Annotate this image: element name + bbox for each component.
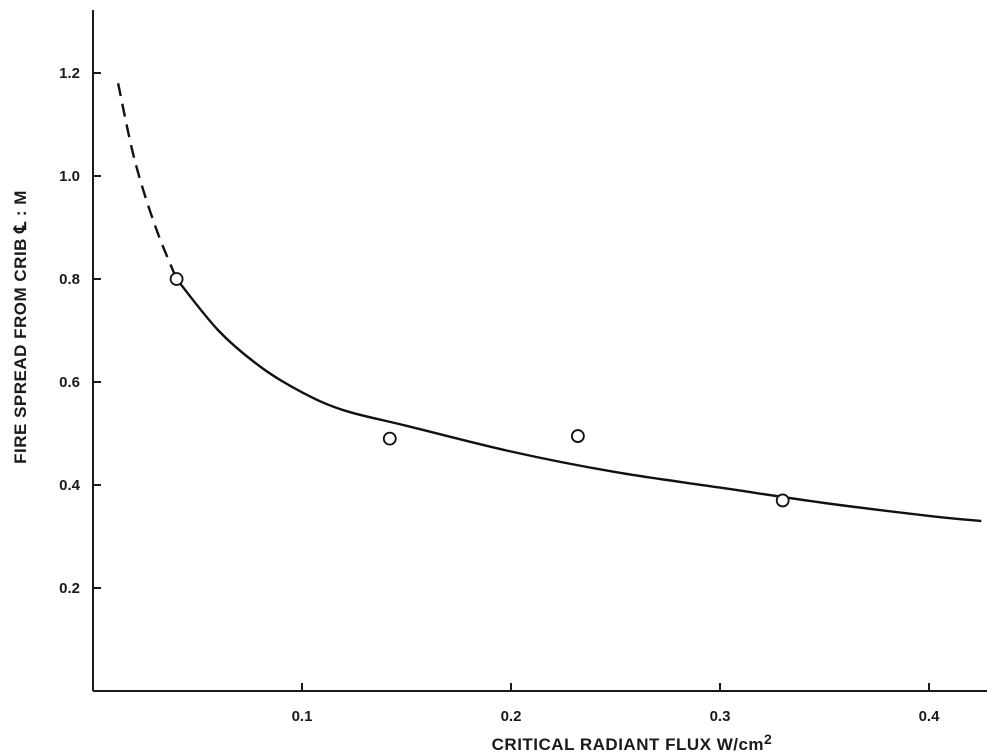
y-tick-label: 1.0 [59,168,80,185]
x-tick-label: 0.1 [292,708,313,725]
data-point [570,429,585,443]
x-axis-title-superscript: 2 [764,731,772,747]
x-tick-label: 0.3 [710,708,731,725]
y-tick-label: 1.2 [59,65,80,82]
y-axis-ticks: 0.2 0.4 0.6 0.8 1.0 1.2 [59,65,101,597]
y-axis-title: FIRE SPREAD FROM CRIB ℄ : M [11,190,30,464]
fitted-curve-dashed [116,83,178,280]
data-point [382,431,397,446]
data-point [775,493,790,508]
x-axis-title: CRITICAL RADIANT FLUX W/cm2 [492,731,773,754]
y-tick-label: 0.6 [59,374,80,391]
data-point [169,272,184,286]
y-tick-label: 0.8 [59,271,80,288]
y-tick-label: 0.2 [59,580,80,597]
plot-area [92,10,987,692]
fitted-curve-solid [175,278,982,523]
x-tick-label: 0.4 [919,708,941,725]
x-tick-label: 0.2 [501,708,522,725]
x-axis-ticks: 0.1 0.2 0.3 0.4 [292,683,941,725]
y-tick-label: 0.4 [59,477,81,494]
